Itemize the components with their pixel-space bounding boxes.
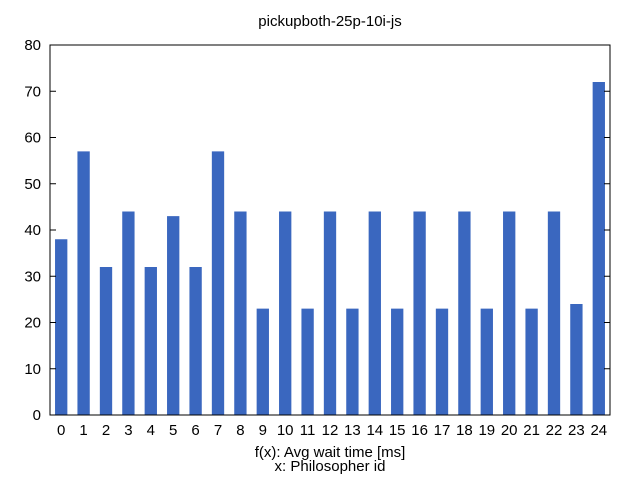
x-tick-label: 0	[57, 422, 65, 439]
bar-22	[547, 211, 561, 415]
bar-17	[435, 308, 449, 416]
x-axis-ticks: 0 1 2 3 4 5 6 7 8 9 10 11 12 13 14 15 16 17 18 19 20 21 22 23 24	[57, 422, 607, 439]
x-tick-label: 6	[191, 422, 199, 439]
x-tick-label: 7	[214, 422, 222, 439]
x-tick-label: 15	[389, 422, 406, 439]
plot-frame	[49, 44, 611, 416]
x-tick-label: 2	[102, 422, 110, 439]
x-tick-label: 1	[79, 422, 87, 439]
y-tick-label: 10	[24, 361, 41, 378]
bar-1	[77, 151, 90, 416]
bar-6	[189, 267, 202, 415]
x-tick-label: 24	[590, 422, 607, 439]
x-tick-label: 10	[277, 422, 294, 439]
bar-0	[55, 239, 68, 415]
bar-12	[323, 211, 337, 415]
bar-2	[99, 267, 113, 415]
y-tick-label: 50	[24, 176, 41, 193]
bar-3	[122, 211, 135, 415]
x-tick-label: 5	[169, 422, 177, 439]
x-tick-label: 21	[523, 422, 540, 439]
x-tick-label: 23	[568, 422, 585, 439]
y-tick-label: 40	[24, 222, 41, 239]
y-tick-label: 80	[24, 37, 41, 54]
bar-24	[592, 82, 605, 415]
bar-8	[234, 211, 247, 415]
y-axis-ticks: 0 10 20 30 40 50 60 70 80	[24, 37, 610, 424]
x-tick-label: 16	[411, 422, 428, 439]
x-tick-label: 18	[456, 422, 473, 439]
bar-15	[391, 308, 404, 416]
bar-10	[279, 211, 292, 415]
bar-9	[256, 308, 269, 416]
bar-16	[413, 211, 426, 415]
x-tick-label: 14	[366, 422, 383, 439]
x-tick-label: 3	[124, 422, 132, 439]
bar-19	[480, 308, 493, 416]
y-tick-label: 20	[24, 315, 41, 332]
bar-14	[368, 211, 381, 415]
bars-group	[55, 82, 605, 416]
bar-18	[458, 211, 471, 415]
y-tick-label: 70	[24, 83, 41, 100]
chart-title: pickupboth-25p-10i-js	[258, 13, 401, 30]
x-tick-label: 17	[434, 422, 451, 439]
x-axis-label: f(x): Avg wait time [ms]	[255, 444, 406, 461]
bar-5	[167, 216, 180, 416]
x-tick-label: 4	[147, 422, 155, 439]
x-tick-label: 9	[259, 422, 267, 439]
y-tick-label: 0	[33, 407, 41, 424]
bar-21	[525, 308, 538, 416]
bar-11	[301, 308, 314, 416]
x-tick-label: 22	[546, 422, 563, 439]
bar-23	[570, 304, 583, 415]
bar-7	[211, 151, 225, 416]
bar-4	[144, 267, 157, 415]
x-tick-label: 19	[478, 422, 495, 439]
x-tick-label: 11	[300, 422, 316, 439]
y-tick-label: 30	[24, 268, 41, 285]
bar-13	[346, 308, 359, 416]
x-tick-label: 8	[236, 422, 244, 439]
x-tick-label: 12	[322, 422, 339, 439]
x-axis-label-secondary: x: Philosopher id	[275, 458, 386, 475]
bar-20	[503, 211, 516, 415]
x-tick-label: 13	[344, 422, 361, 439]
y-tick-label: 60	[24, 130, 41, 147]
x-tick-label: 20	[501, 422, 518, 439]
